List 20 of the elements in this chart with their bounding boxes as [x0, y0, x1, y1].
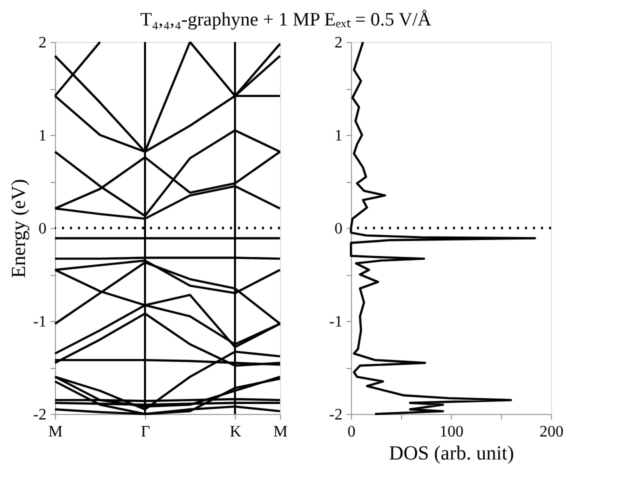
x-tick-label: M — [273, 424, 288, 440]
y-tick-label: 2 — [38, 34, 46, 52]
y-tick-label: 1 — [38, 128, 46, 144]
y-tick-label: -2 — [329, 406, 342, 424]
y-tick-label: -2 — [33, 406, 46, 424]
x-tick-label: 0 — [348, 424, 356, 440]
chart-title: T₄,₄,₄-graphyne + 1 MP Eₑₓₜ = 0.5 V/Å — [140, 10, 432, 30]
x-tick-label: 100 — [440, 424, 464, 440]
x-tick-label: 200 — [540, 424, 564, 440]
x-tick-label: Γ — [140, 424, 150, 440]
y-tick-label: 2 — [334, 34, 342, 52]
y-tick-label: -1 — [329, 314, 342, 330]
x-tick-label: K — [230, 424, 242, 440]
y-tick-label: 0 — [334, 220, 342, 238]
y-axis-title: Energy (eV) — [8, 178, 30, 278]
x-axis-title: DOS (arb. unit) — [389, 442, 514, 464]
y-tick-label: 0 — [38, 220, 46, 238]
y-tick-label: 1 — [334, 128, 342, 144]
y-tick-label: -1 — [33, 314, 46, 330]
x-tick-label: M — [48, 424, 63, 440]
